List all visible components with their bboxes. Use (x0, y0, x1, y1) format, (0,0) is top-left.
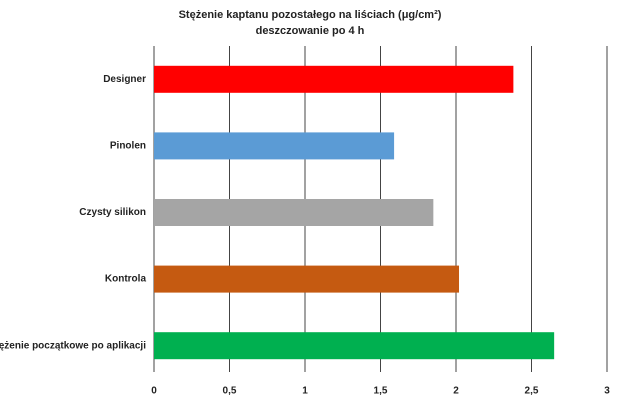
x-tick-label: 0 (151, 386, 157, 397)
bar (154, 199, 434, 226)
x-tick-label: 1,5 (374, 386, 388, 397)
x-tick-label: 0,5 (223, 386, 237, 397)
x-tick-label: 2,5 (525, 386, 539, 397)
bar (154, 65, 514, 93)
chart-subtitle: deszczowanie po 4 h (256, 25, 365, 37)
bar (154, 332, 555, 360)
y-tick-label: Designer (103, 74, 146, 85)
y-tick-label: Czysty silikon (79, 207, 146, 218)
y-tick-label: Pinolen (110, 141, 146, 152)
x-tick-label: 1 (302, 386, 308, 397)
y-tick-label: Stężenie początkowe po aplikacji (0, 340, 146, 351)
chart-title: Stężenie kaptanu pozostałego na liściach… (179, 9, 442, 21)
y-tick-label: Kontrola (105, 274, 147, 285)
bar (154, 132, 395, 160)
x-tick-label: 2 (453, 386, 459, 397)
x-tick-label: 3 (604, 386, 610, 397)
bar (154, 265, 460, 293)
